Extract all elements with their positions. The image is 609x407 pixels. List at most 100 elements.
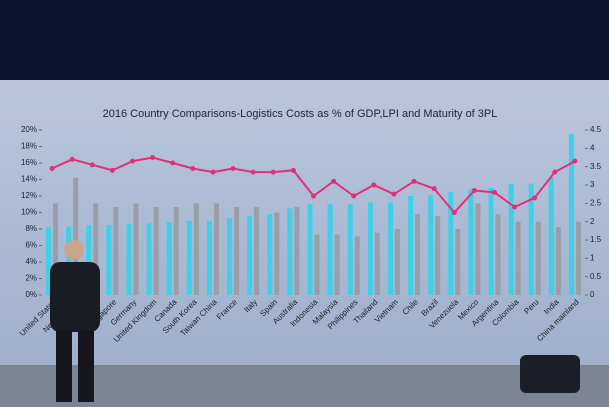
y-tick-label: 12% — [21, 191, 37, 200]
bar — [247, 215, 253, 295]
y-tick-label: 8% — [25, 224, 37, 233]
line-point — [451, 210, 457, 215]
bar — [327, 204, 333, 295]
y2-tick-label: 4.5 — [590, 125, 602, 134]
speaker-leg — [56, 330, 72, 402]
line-point — [371, 182, 377, 188]
bar — [508, 183, 514, 295]
stage-monitor — [520, 355, 580, 393]
bar — [435, 216, 441, 295]
line-point — [351, 193, 357, 199]
line-point — [290, 167, 296, 173]
y2-tick-label: 3.5 — [590, 162, 602, 171]
y-tick-label: 16% — [21, 158, 37, 167]
bar — [555, 227, 561, 295]
bar — [387, 202, 393, 295]
speaker-body — [50, 262, 100, 332]
line-point — [170, 160, 176, 166]
bar — [274, 212, 280, 295]
line-point — [311, 193, 316, 199]
bar — [495, 214, 501, 295]
y-tick-label: 18% — [21, 142, 37, 151]
line-point — [190, 166, 196, 171]
bar — [173, 207, 179, 295]
bar — [166, 222, 172, 295]
line-point — [130, 158, 135, 164]
bar — [468, 189, 474, 295]
line-point — [69, 156, 75, 162]
bar — [448, 191, 454, 295]
bar — [347, 204, 353, 295]
bar — [428, 195, 434, 295]
y-tick-label: 4% — [25, 257, 37, 266]
line-point — [230, 166, 236, 171]
y-tick-label: 6% — [25, 241, 37, 250]
bar — [374, 232, 380, 295]
bar — [267, 214, 273, 295]
bar — [455, 229, 461, 295]
bar — [367, 202, 373, 295]
speaker-leg — [78, 330, 94, 402]
bar — [394, 229, 400, 295]
line-point — [532, 195, 538, 201]
line-point — [89, 162, 95, 168]
stage-floor — [0, 365, 609, 407]
screen — [0, 80, 609, 365]
y2-tick-label: 0.5 — [590, 272, 602, 281]
bar — [314, 234, 320, 295]
line-point — [331, 178, 337, 184]
bar — [146, 223, 152, 295]
y2-tick-label: 0 — [590, 290, 595, 299]
y-tick-label: 20% — [21, 125, 37, 134]
line-point — [210, 169, 216, 175]
line-point — [471, 188, 477, 193]
line-point — [552, 169, 558, 175]
bar — [334, 234, 340, 295]
bar — [575, 221, 581, 295]
bar — [515, 221, 521, 295]
y2-tick-label: 2.5 — [590, 198, 602, 207]
line-point — [391, 191, 397, 197]
y-tick-label: 0% — [25, 290, 37, 299]
y-tick-label: 14% — [21, 175, 37, 184]
bar — [53, 203, 59, 295]
line-point — [512, 204, 518, 210]
bar — [186, 220, 192, 295]
line-point — [49, 166, 55, 171]
bar — [307, 204, 313, 295]
bar — [113, 207, 119, 295]
y-tick-label: 10% — [21, 208, 37, 217]
chart-title: 2016 Country Comparisons-Logistics Costs… — [103, 108, 498, 120]
y2-tick-label: 4 — [590, 143, 595, 152]
y2-tick-label: 1.5 — [590, 235, 602, 244]
speaker — [50, 240, 100, 402]
bar — [93, 203, 99, 295]
bar — [415, 214, 421, 295]
bar — [193, 203, 199, 295]
bar — [133, 203, 139, 295]
line-point — [572, 158, 578, 164]
bar — [548, 177, 554, 295]
bar — [66, 226, 72, 295]
line-point — [492, 189, 497, 195]
line-point — [431, 186, 437, 192]
bar — [408, 196, 414, 295]
y2-tick-label: 2 — [590, 217, 595, 226]
bar — [227, 218, 233, 295]
line-point — [411, 178, 417, 184]
bar — [254, 207, 260, 295]
bar — [73, 177, 79, 295]
line-point — [109, 167, 115, 173]
bar — [568, 134, 574, 295]
bar — [153, 207, 159, 295]
bar — [287, 208, 293, 295]
y2-tick-label: 1 — [590, 253, 595, 262]
bar — [488, 187, 494, 295]
bar — [126, 224, 132, 295]
speaker-head — [64, 240, 84, 260]
bar — [46, 227, 52, 295]
bar — [234, 207, 240, 295]
bar — [86, 224, 92, 295]
